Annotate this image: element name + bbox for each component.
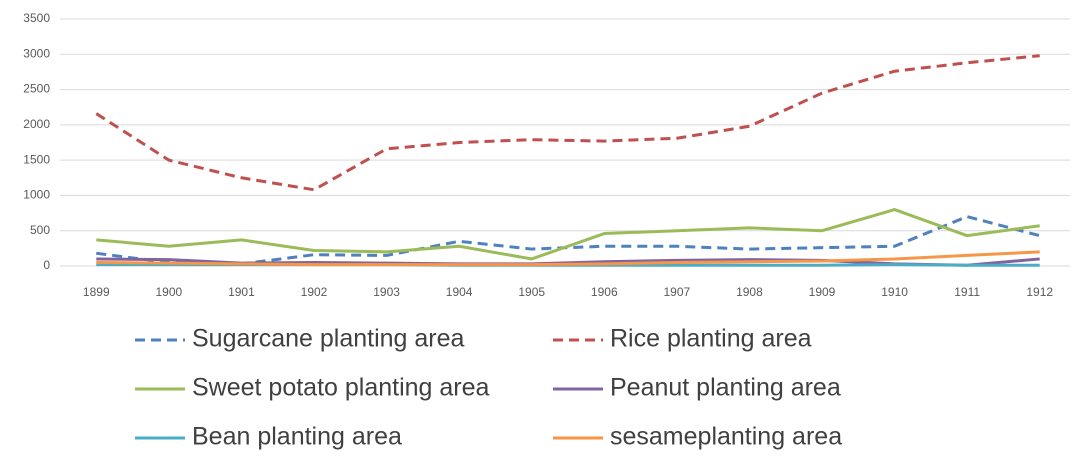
x-tick-label: 1903 [373,285,400,299]
legend-label: sesameplanting area [610,423,842,451]
x-tick-label: 1912 [1026,285,1053,299]
x-tick-label: 1902 [301,285,328,299]
legend-label: Bean planting area [192,423,402,451]
y-tick-label: 2500 [23,82,50,96]
y-tick-label: 1500 [23,152,50,166]
x-tick-label: 1901 [228,285,255,299]
x-tick-label: 1899 [83,285,110,299]
legend-label: Sweet potato planting area [192,374,490,402]
y-tick-label: 2000 [23,117,50,131]
legend-label: Peanut planting area [610,374,841,402]
legend: Sugarcane planting area Rice planting are… [135,325,842,451]
series-line [95,54,1040,192]
x-tick-label: 1908 [736,285,763,299]
x-tick-label: 1906 [591,285,618,299]
y-tick-label: 500 [30,223,50,237]
x-tick-label: 1904 [446,285,473,299]
series-line [96,215,1041,266]
x-tick-label: 1900 [156,285,183,299]
legend-label: Sugarcane planting area [192,325,465,353]
x-tick-label: 1910 [881,285,908,299]
y-tick-label: 3500 [23,11,50,25]
y-tick-label: 1000 [23,188,50,202]
y-tick-label: 3000 [23,46,50,60]
x-tick-label: 1905 [518,285,545,299]
y-tick-label: 0 [43,258,50,272]
x-tick-label: 1911 [954,285,980,299]
series-line [96,250,1040,267]
series-line [96,208,1040,261]
x-tick-label: 1909 [809,285,836,299]
x-tick-label: 1907 [664,285,691,299]
legend-label: Rice planting area [610,325,812,353]
